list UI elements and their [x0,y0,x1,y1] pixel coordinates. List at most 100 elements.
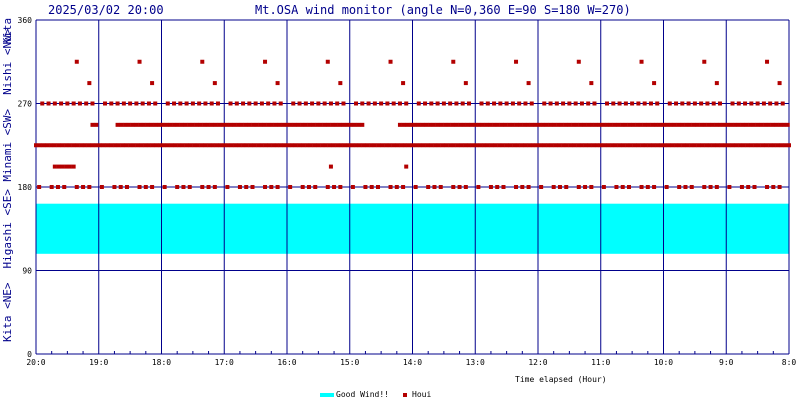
houi-point [372,101,377,106]
houi-point [775,143,780,148]
houi-point [465,122,470,127]
houi-point [177,143,182,148]
houi-point [726,143,731,148]
houi-point [755,101,760,106]
houi-point [384,143,389,148]
houi-point [212,185,217,189]
houi-point [495,185,500,189]
houi-point [563,122,568,127]
houi-point [497,143,502,148]
houi-point [777,185,782,189]
houi-point [779,143,784,148]
houi-point [533,122,538,127]
houi-point [399,143,404,148]
houi-point [695,122,700,127]
houi-point [632,143,637,148]
houi-point [416,122,421,127]
houi-point [617,101,622,106]
houi-point [288,185,293,189]
houi-point [689,185,694,189]
houi-point [645,185,650,189]
houi-point [507,122,512,127]
houi-point [710,122,715,127]
houi-point [243,122,248,127]
houi-point [397,122,402,127]
houi-point [574,122,579,127]
houi-point [37,185,42,189]
houi-point [228,122,233,127]
houi-point [573,101,578,106]
houi-point [708,185,713,189]
houi-point [699,122,704,127]
houi-point [184,101,189,106]
houi-point [404,101,409,106]
houi-point [571,122,576,127]
houi-point [126,122,131,127]
houi-point [653,122,658,127]
houi-point [141,122,146,127]
houi-point [105,143,110,148]
houi-point [715,143,720,148]
houi-point [379,101,384,106]
houi-point [514,185,519,189]
houi-point [537,122,542,127]
houi-point [489,143,494,148]
houi-point [388,185,393,189]
houi-point [680,122,685,127]
houi-point [587,143,592,148]
houi-point [52,164,57,169]
houi-point [771,185,776,189]
houi-point [636,101,641,106]
houi-point [642,101,647,106]
houi-point [492,101,497,106]
houi-point [387,143,392,148]
houi-point [178,101,183,106]
houi-point [546,143,551,148]
houi-point [119,122,124,127]
houi-point [380,143,385,148]
houi-point [470,143,475,148]
houi-point [224,122,229,127]
houi-point [549,143,554,148]
y-tick-label: 180 [18,183,33,192]
houi-point [623,101,628,106]
houi-point [602,143,607,148]
houi-point [441,101,446,106]
houi-point [60,164,65,169]
chart-title: Mt.OSA wind monitor (angle N=0,360 E=90 … [255,3,631,17]
houi-point [65,101,70,106]
houi-point [109,143,114,148]
houi-point [297,101,302,106]
houi-point [273,122,278,127]
houi-point [428,122,433,127]
houi-point [436,143,441,148]
y-tick-label: 90 [22,267,32,276]
houi-point [209,122,214,127]
houi-point [687,122,692,127]
houi-point [620,122,625,127]
houi-point [485,143,490,148]
houi-point [263,185,268,189]
houi-point [523,101,528,106]
houi-point [202,122,207,127]
houi-point [729,122,734,127]
houi-point [307,122,312,127]
houi-point [109,101,114,106]
houi-point [586,122,591,127]
houi-point [350,143,355,148]
houi-point [338,185,343,189]
houi-point [137,59,142,64]
houi-point [752,185,757,189]
houi-point [539,185,544,189]
houi-point [244,143,249,148]
houi-point [262,122,267,127]
houi-point [162,185,167,189]
houi-point [301,143,306,148]
houi-point [418,143,423,148]
houi-point [356,122,361,127]
houi-point [461,122,466,127]
houi-point [764,143,769,148]
houi-point [291,101,296,106]
houi-point [743,101,748,106]
